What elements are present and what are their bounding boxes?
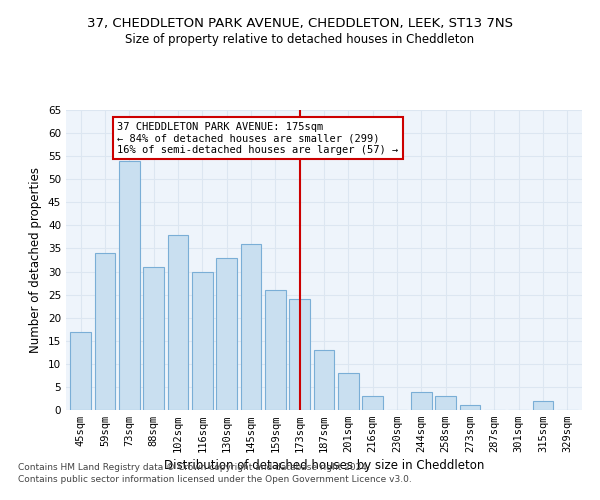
Bar [338, 373, 359, 410]
Text: Contains public sector information licensed under the Open Government Licence v3: Contains public sector information licen… [18, 475, 412, 484]
Bar [265, 290, 286, 410]
Text: Contains HM Land Registry data © Crown copyright and database right 2024.: Contains HM Land Registry data © Crown c… [18, 464, 370, 472]
Bar [314, 350, 334, 410]
Y-axis label: Number of detached properties: Number of detached properties [29, 167, 43, 353]
Bar [216, 258, 237, 410]
Bar [411, 392, 432, 410]
Bar [167, 234, 188, 410]
Bar [70, 332, 91, 410]
Bar [533, 401, 553, 410]
Text: 37 CHEDDLETON PARK AVENUE: 175sqm
← 84% of detached houses are smaller (299)
16%: 37 CHEDDLETON PARK AVENUE: 175sqm ← 84% … [117, 122, 398, 154]
Bar [241, 244, 262, 410]
Bar [192, 272, 212, 410]
X-axis label: Distribution of detached houses by size in Cheddleton: Distribution of detached houses by size … [164, 460, 484, 472]
Bar [95, 253, 115, 410]
Text: 37, CHEDDLETON PARK AVENUE, CHEDDLETON, LEEK, ST13 7NS: 37, CHEDDLETON PARK AVENUE, CHEDDLETON, … [87, 18, 513, 30]
Bar [143, 267, 164, 410]
Bar [289, 299, 310, 410]
Bar [460, 406, 481, 410]
Bar [119, 161, 140, 410]
Text: Size of property relative to detached houses in Cheddleton: Size of property relative to detached ho… [125, 32, 475, 46]
Bar [362, 396, 383, 410]
Bar [436, 396, 456, 410]
